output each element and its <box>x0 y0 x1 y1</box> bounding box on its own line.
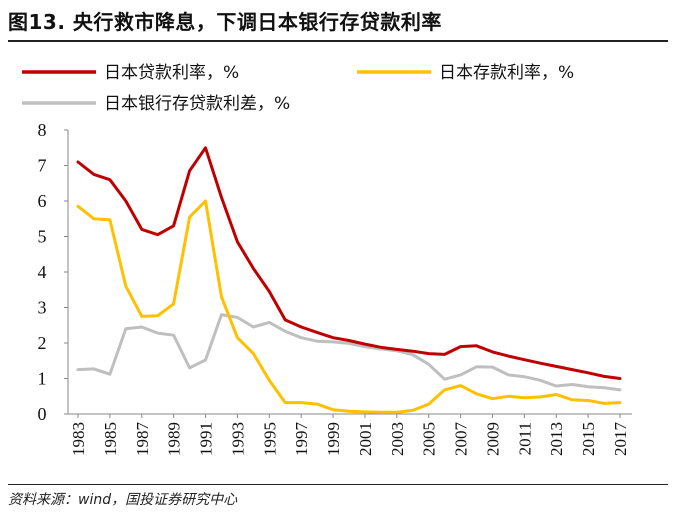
chart-legend: 日本贷款利率，% 日本存款利率，% 日本银行存贷款利差，% <box>22 63 574 114</box>
x-tick-label: 2015 <box>579 422 598 456</box>
x-tick-label: 1987 <box>133 422 152 457</box>
x-tick-label: 1991 <box>197 422 216 456</box>
x-tick-label: 1997 <box>292 422 311 457</box>
x-tick-label: 2009 <box>483 422 502 456</box>
series-lines <box>76 146 622 414</box>
x-tick-label: 1983 <box>69 422 88 456</box>
x-tick-label: 2005 <box>420 422 439 456</box>
chart-axes <box>67 130 632 415</box>
y-tick-label: 2 <box>38 333 47 353</box>
series-line-0 <box>76 146 622 380</box>
x-tick-label: 1995 <box>260 422 279 456</box>
y-tick-label: 6 <box>38 191 47 211</box>
title-rule <box>8 40 668 42</box>
x-tick-label: 1985 <box>101 422 120 456</box>
legend-label-0: 日本贷款利率，% <box>104 63 239 83</box>
x-tick-label: 1989 <box>165 422 184 456</box>
x-tick-label: 2017 <box>611 422 630 457</box>
x-tick-labels: 1983 1985 1987 1989 1991 1993 1995 1997 1999 2001… <box>69 414 630 456</box>
y-tick-label: 8 <box>38 120 47 140</box>
y-tick-label: 5 <box>38 227 47 247</box>
x-tick-label: 2001 <box>356 422 375 456</box>
x-tick-label: 1999 <box>324 422 343 456</box>
y-tick-label: 1 <box>38 369 47 389</box>
series-line-1 <box>76 199 622 414</box>
figure-title: 图13. 央行救市降息，下调日本银行存贷款利率 <box>8 10 442 34</box>
y-tick-label: 7 <box>38 156 47 176</box>
x-tick-label: 1993 <box>228 422 247 456</box>
footer-rule <box>8 484 668 485</box>
series-line-2 <box>76 313 622 392</box>
y-tick-label: 0 <box>38 404 47 424</box>
y-tick-label: 3 <box>38 298 47 318</box>
x-tick-label: 2013 <box>547 422 566 456</box>
legend-label-2: 日本银行存贷款利差，% <box>104 94 290 114</box>
x-tick-label: 2003 <box>388 422 407 456</box>
y-tick-labels: 0 1 2 3 4 5 6 7 8 <box>38 120 68 424</box>
x-tick-label: 2007 <box>452 422 471 457</box>
x-tick-label: 2011 <box>515 422 534 455</box>
y-tick-label: 4 <box>38 262 47 282</box>
source-note: 资料来源：wind，国投证券研究中心 <box>8 492 238 508</box>
legend-label-1: 日本存款利率，% <box>439 63 574 83</box>
